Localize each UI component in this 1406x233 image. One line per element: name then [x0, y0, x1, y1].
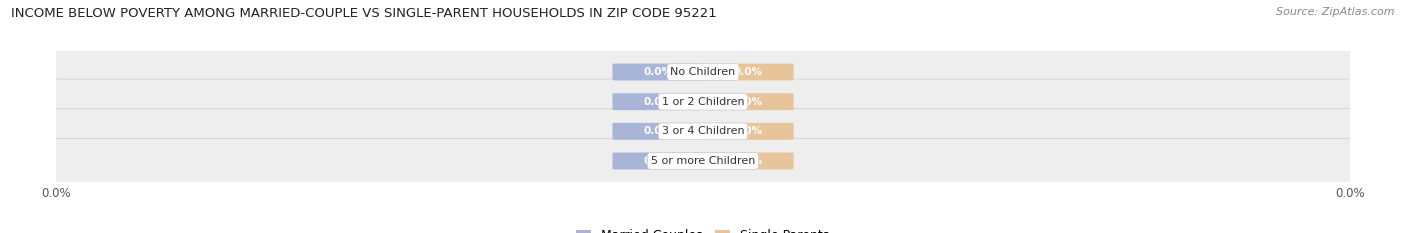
Text: 0.0%: 0.0%	[643, 97, 672, 107]
Text: 0.0%: 0.0%	[734, 97, 763, 107]
FancyBboxPatch shape	[613, 93, 703, 110]
FancyBboxPatch shape	[49, 49, 1357, 95]
Text: 3 or 4 Children: 3 or 4 Children	[662, 126, 744, 136]
Text: 1 or 2 Children: 1 or 2 Children	[662, 97, 744, 107]
Text: 0.0%: 0.0%	[643, 67, 672, 77]
Text: Source: ZipAtlas.com: Source: ZipAtlas.com	[1277, 7, 1395, 17]
Text: 0.0%: 0.0%	[643, 126, 672, 136]
FancyBboxPatch shape	[49, 109, 1357, 154]
Legend: Married Couples, Single Parents: Married Couples, Single Parents	[571, 224, 835, 233]
Text: 0.0%: 0.0%	[734, 126, 763, 136]
Text: 5 or more Children: 5 or more Children	[651, 156, 755, 166]
FancyBboxPatch shape	[703, 153, 793, 169]
FancyBboxPatch shape	[49, 79, 1357, 124]
FancyBboxPatch shape	[703, 93, 793, 110]
FancyBboxPatch shape	[613, 153, 703, 169]
Text: 0.0%: 0.0%	[734, 67, 763, 77]
Text: No Children: No Children	[671, 67, 735, 77]
FancyBboxPatch shape	[703, 64, 793, 80]
Text: INCOME BELOW POVERTY AMONG MARRIED-COUPLE VS SINGLE-PARENT HOUSEHOLDS IN ZIP COD: INCOME BELOW POVERTY AMONG MARRIED-COUPL…	[11, 7, 717, 20]
FancyBboxPatch shape	[703, 123, 793, 140]
FancyBboxPatch shape	[49, 138, 1357, 184]
Text: 0.0%: 0.0%	[643, 156, 672, 166]
FancyBboxPatch shape	[613, 123, 703, 140]
Text: 0.0%: 0.0%	[734, 156, 763, 166]
FancyBboxPatch shape	[613, 64, 703, 80]
